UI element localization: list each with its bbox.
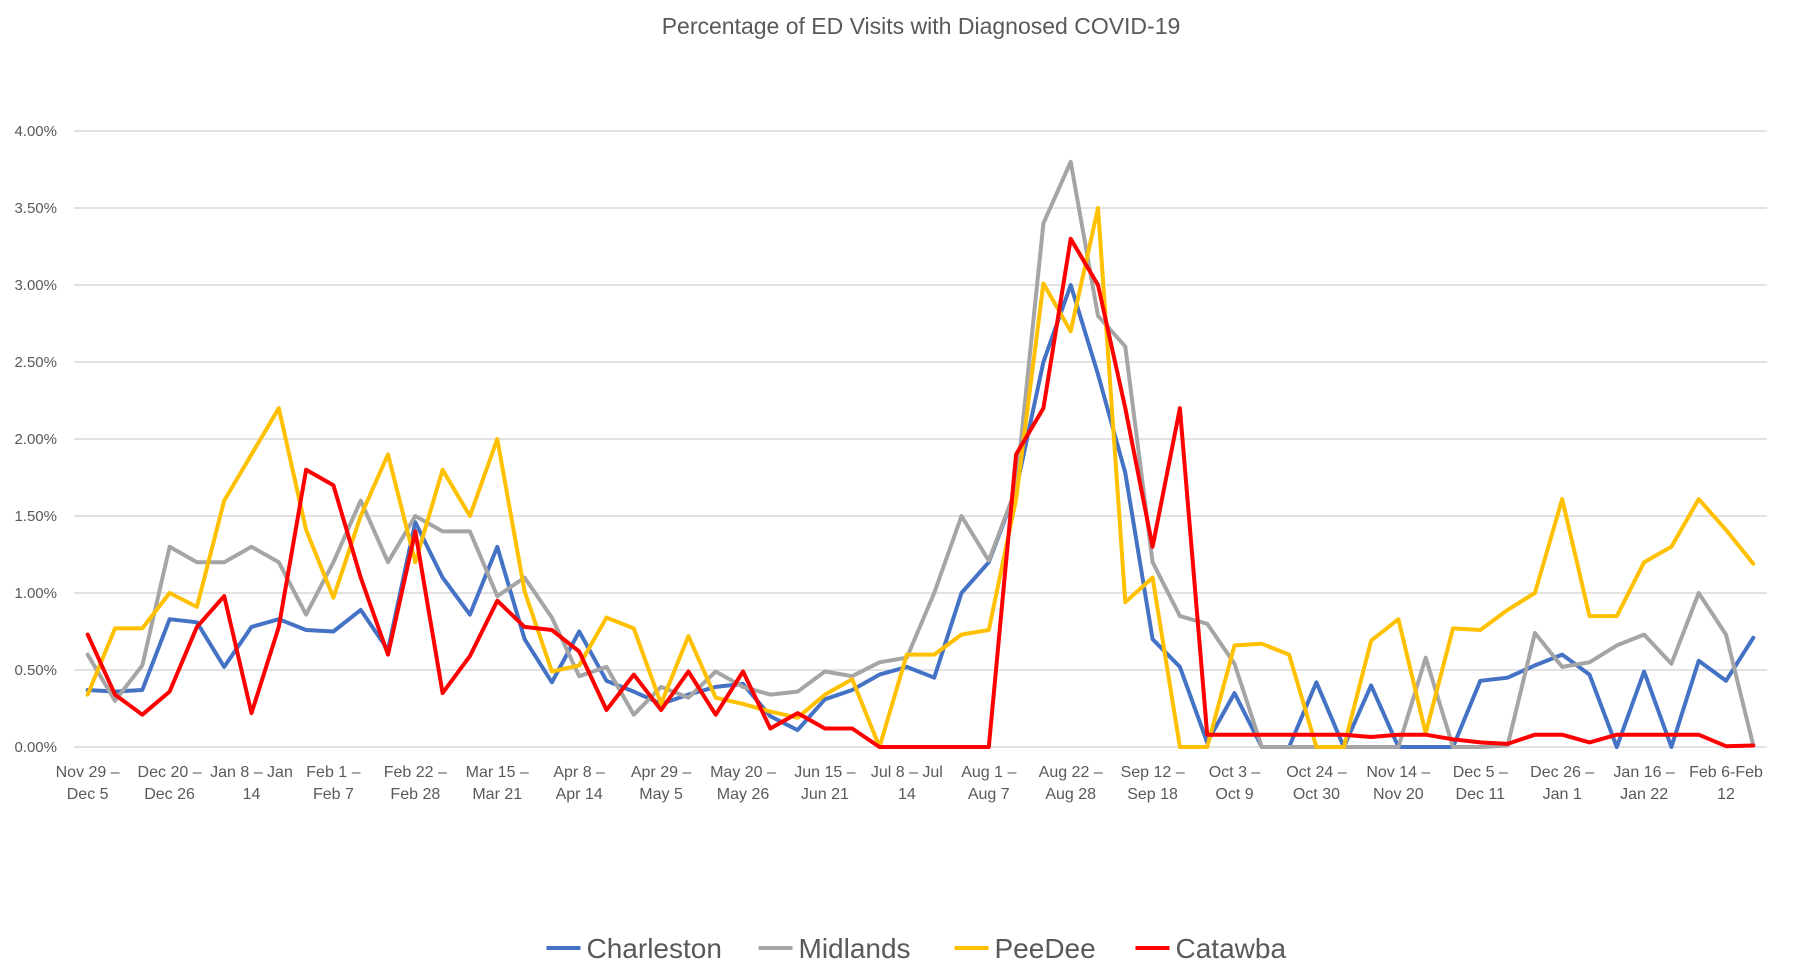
x-tick-label: Feb 6-Feb 12	[1689, 764, 1763, 803]
series-line-charleston	[85, 283, 1756, 749]
x-tick-label-line: Jan 22	[1620, 786, 1668, 803]
x-tick-label-line: Aug 7	[968, 786, 1010, 803]
x-tick-label-line: Sep 18	[1127, 786, 1178, 803]
x-tick-label: Jun 15 – Jun 21	[794, 764, 855, 803]
y-tick-label: 1.00%	[14, 585, 57, 602]
chart-title: Percentage of ED Visits with Diagnosed C…	[662, 13, 1181, 39]
x-tick-label-line: Feb 22 –	[384, 764, 447, 781]
x-tick-label-line: Jul 8 – Jul	[871, 764, 943, 781]
x-tick-label-line: May 5	[639, 786, 683, 803]
x-tick-label: Feb 22 – Feb 28	[384, 764, 447, 803]
legend-label: Charleston	[587, 933, 722, 964]
x-tick-label-line: Apr 8 –	[553, 764, 605, 781]
series-lines	[85, 159, 1756, 749]
y-tick-label: 3.00%	[14, 277, 57, 294]
x-tick-label-line: Oct 30	[1293, 786, 1340, 803]
x-tick-label-line: 14	[898, 786, 916, 803]
x-tick-label-line: Apr 29 –	[631, 764, 692, 781]
x-tick-label: May 20 – May 26	[710, 764, 776, 803]
gridlines	[74, 130, 1767, 748]
x-tick-label-line: Nov 29 –	[56, 764, 120, 781]
x-tick-label-line: Jan 1	[1543, 786, 1582, 803]
series-line-catawba	[85, 236, 1756, 749]
series-line-midlands	[85, 159, 1756, 749]
x-tick-label-line: Oct 9	[1215, 786, 1253, 803]
x-tick-label-line: May 20 –	[710, 764, 776, 781]
x-tick-label-line: Nov 20	[1373, 786, 1424, 803]
legend-item-midlands: Midlands	[758, 933, 911, 964]
y-tick-label: 0.00%	[14, 739, 57, 756]
x-tick-label-line: Jun 15 –	[794, 764, 855, 781]
y-tick-label: 3.50%	[14, 200, 57, 217]
x-tick-label-line: Jun 21	[801, 786, 849, 803]
x-tick-label-line: Feb 7	[313, 786, 354, 803]
x-tick-label: Jan 8 – Jan 14	[210, 764, 293, 803]
legend-label: Catawba	[1176, 933, 1287, 964]
x-tick-label-line: Apr 14	[556, 786, 603, 803]
x-tick-label: Apr 8 – Apr 14	[553, 764, 605, 803]
x-tick-label: Aug 1 – Aug 7	[961, 764, 1016, 803]
x-tick-label-line: Dec 5	[67, 786, 109, 803]
x-tick-label-line: Aug 22 –	[1039, 764, 1103, 781]
x-tick-label-line: 12	[1717, 786, 1735, 803]
x-tick-label-line: Jan 16 –	[1613, 764, 1674, 781]
x-tick-label-line: Jan 8 – Jan	[210, 764, 293, 781]
x-tick-label-line: Dec 5 –	[1453, 764, 1508, 781]
x-axis-tick-labels: Nov 29 – Dec 5 Dec 20 – Dec 26 Jan 8 – Jan 14…	[56, 764, 1763, 803]
x-tick-label-line: Mar 21	[472, 786, 522, 803]
x-tick-label: Mar 15 – Mar 21	[466, 764, 529, 803]
x-tick-label: Apr 29 – May 5	[631, 764, 692, 803]
x-tick-label-line: Nov 14 –	[1366, 764, 1430, 781]
x-tick-label-line: Aug 1 –	[961, 764, 1016, 781]
x-tick-label-line: Aug 28	[1045, 786, 1096, 803]
legend: Charleston Midlands PeeDee Catawba	[546, 933, 1287, 964]
x-tick-label: Feb 1 – Feb 7	[306, 764, 360, 803]
legend-item-peedee: PeeDee	[954, 933, 1096, 964]
x-tick-label: Nov 29 – Dec 5	[56, 764, 120, 803]
y-axis-tick-labels: 0.00% 0.50% 1.00% 1.50% 2.00% 2.50% 3.00% 3.50%…	[14, 123, 57, 756]
y-tick-label: 1.50%	[14, 508, 57, 525]
x-tick-label-line: Feb 1 –	[306, 764, 360, 781]
x-tick-label-line: 14	[243, 786, 261, 803]
x-tick-label-line: Oct 3 –	[1209, 764, 1261, 781]
x-tick-label: Oct 24 – Oct 30	[1286, 764, 1347, 803]
legend-item-catawba: Catawba	[1135, 933, 1287, 964]
x-tick-label-line: Oct 24 –	[1286, 764, 1347, 781]
y-tick-label: 4.00%	[14, 123, 57, 140]
x-tick-label-line: Feb 28	[390, 786, 440, 803]
x-tick-label-line: Sep 12 –	[1121, 764, 1185, 781]
x-tick-label-line: Dec 26 –	[1530, 764, 1594, 781]
x-tick-label: Aug 22 – Aug 28	[1039, 764, 1103, 803]
x-tick-label: Jan 16 – Jan 22	[1613, 764, 1674, 803]
x-tick-label-line: May 26	[717, 786, 770, 803]
y-tick-label: 0.50%	[14, 662, 57, 679]
x-tick-label-line: Dec 20 –	[138, 764, 202, 781]
x-tick-label-line: Dec 11	[1456, 786, 1506, 803]
y-tick-label: 2.50%	[14, 354, 57, 371]
x-tick-label-line: Dec 26	[144, 786, 195, 803]
legend-item-charleston: Charleston	[546, 933, 722, 964]
x-tick-label: Oct 3 – Oct 9	[1209, 764, 1261, 803]
x-tick-label: Dec 20 – Dec 26	[138, 764, 202, 803]
x-tick-label: Dec 5 – Dec 11	[1453, 764, 1508, 803]
series-line-peedee	[85, 206, 1756, 749]
x-tick-label-line: Mar 15 –	[466, 764, 529, 781]
x-tick-label: Nov 14 – Nov 20	[1366, 764, 1430, 803]
x-tick-label: Dec 26 – Jan 1	[1530, 764, 1594, 803]
x-tick-label: Jul 8 – Jul 14	[871, 764, 943, 803]
legend-label: Midlands	[799, 933, 911, 964]
legend-label: PeeDee	[995, 933, 1096, 964]
x-tick-label-line: Feb 6-Feb	[1689, 764, 1763, 781]
x-tick-label: Sep 12 – Sep 18	[1121, 764, 1185, 803]
y-tick-label: 2.00%	[14, 431, 57, 448]
